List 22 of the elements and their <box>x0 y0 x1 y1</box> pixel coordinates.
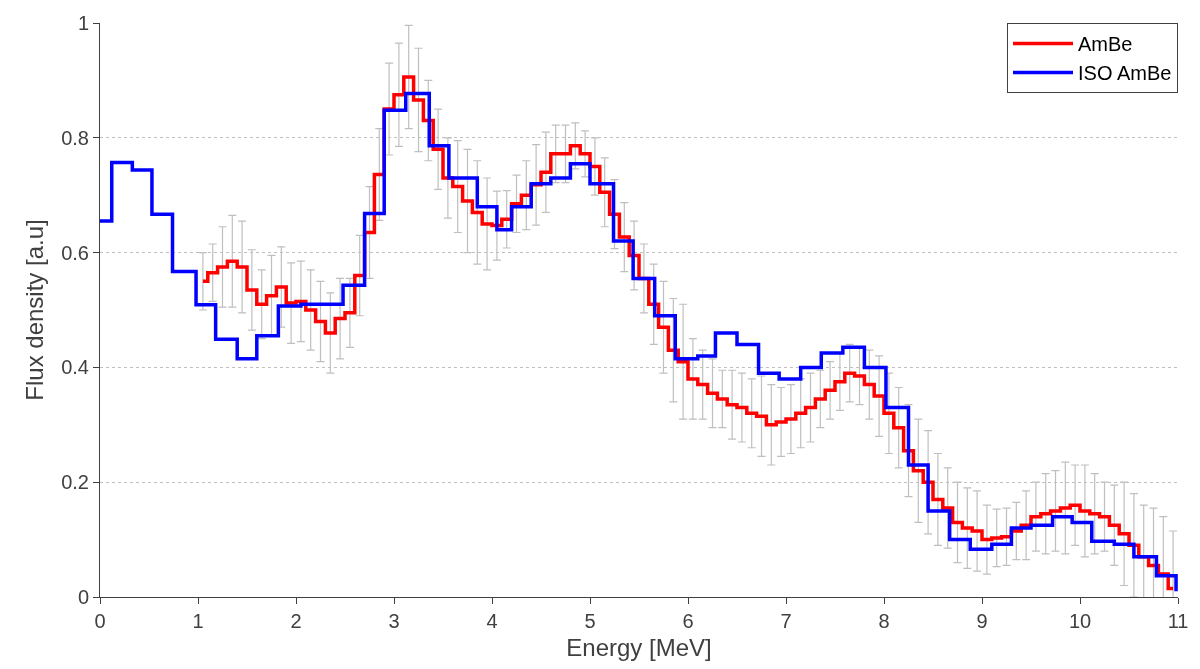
y-tick-label: 0 <box>77 586 89 608</box>
y-tick-label: 0.8 <box>61 126 89 149</box>
x-tick-label: 11 <box>1167 610 1189 632</box>
y-tick-label: 1 <box>77 12 89 34</box>
y-axis-title: Flux density [a.u] <box>21 219 49 401</box>
y-tick-label: 0.2 <box>61 471 89 494</box>
x-tick-label: 9 <box>976 610 988 632</box>
legend-label: AmBe <box>1078 33 1133 56</box>
x-tick-label: 1 <box>192 610 204 632</box>
x-axis-title: Energy [MeV] <box>566 634 712 662</box>
legend-label: ISO AmBe <box>1078 62 1172 85</box>
y-tick-label: 0.4 <box>61 356 89 379</box>
x-tick-label: 7 <box>780 610 792 632</box>
x-tick-label: 5 <box>584 610 596 632</box>
x-tick-label: 2 <box>290 610 302 632</box>
x-tick-label: 4 <box>486 610 498 632</box>
x-tick-label: 8 <box>878 610 890 632</box>
x-tick-label: 6 <box>682 610 694 632</box>
x-tick-label: 0 <box>94 610 106 632</box>
y-tick-label: 0.6 <box>61 241 89 264</box>
x-tick-label: 10 <box>1068 610 1092 632</box>
x-tick-label: 3 <box>388 610 400 632</box>
